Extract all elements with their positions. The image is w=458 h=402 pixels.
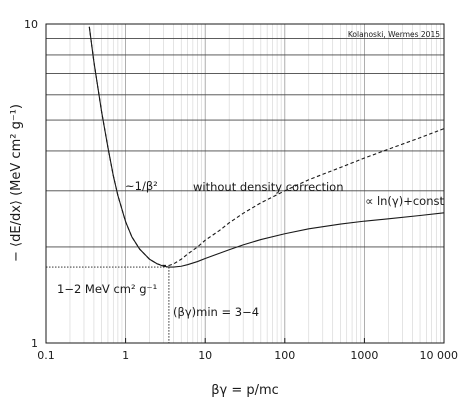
annotation-inv-beta2: ~1/β² <box>125 179 158 193</box>
annotation-min-position: (βγ)min = 3−4 <box>173 305 259 319</box>
credit-label: Kolanoski, Wermes 2015 <box>348 30 440 39</box>
dashed-series-line <box>88 26 445 267</box>
x-tick-label: 10 000 <box>420 349 458 362</box>
annotation-min-value: 1−2 MeV cm² g⁻¹ <box>57 282 157 296</box>
annotation-log-const: ∝ ln(γ)+const <box>365 194 444 208</box>
x-tick-label: 1 <box>122 349 129 362</box>
reference-lines <box>46 266 170 343</box>
x-tick-label: 1000 <box>350 349 378 362</box>
series-group <box>88 26 445 268</box>
y-tick-label: 10 <box>24 18 38 31</box>
x-tick-label: 100 <box>274 349 295 362</box>
plot-frame <box>45 23 445 344</box>
x-axis-label: βγ = p/mc <box>211 383 279 398</box>
y-tick-label: 1 <box>31 337 38 350</box>
annotation-no-density: without density correction <box>193 180 344 194</box>
y-axis-label: − ⟨dE/dx⟩ (MeV cm² g⁻¹) <box>9 104 24 262</box>
x-tick-label: 10 <box>198 349 212 362</box>
grid <box>46 24 444 343</box>
x-tick-label: 0.1 <box>37 349 55 362</box>
